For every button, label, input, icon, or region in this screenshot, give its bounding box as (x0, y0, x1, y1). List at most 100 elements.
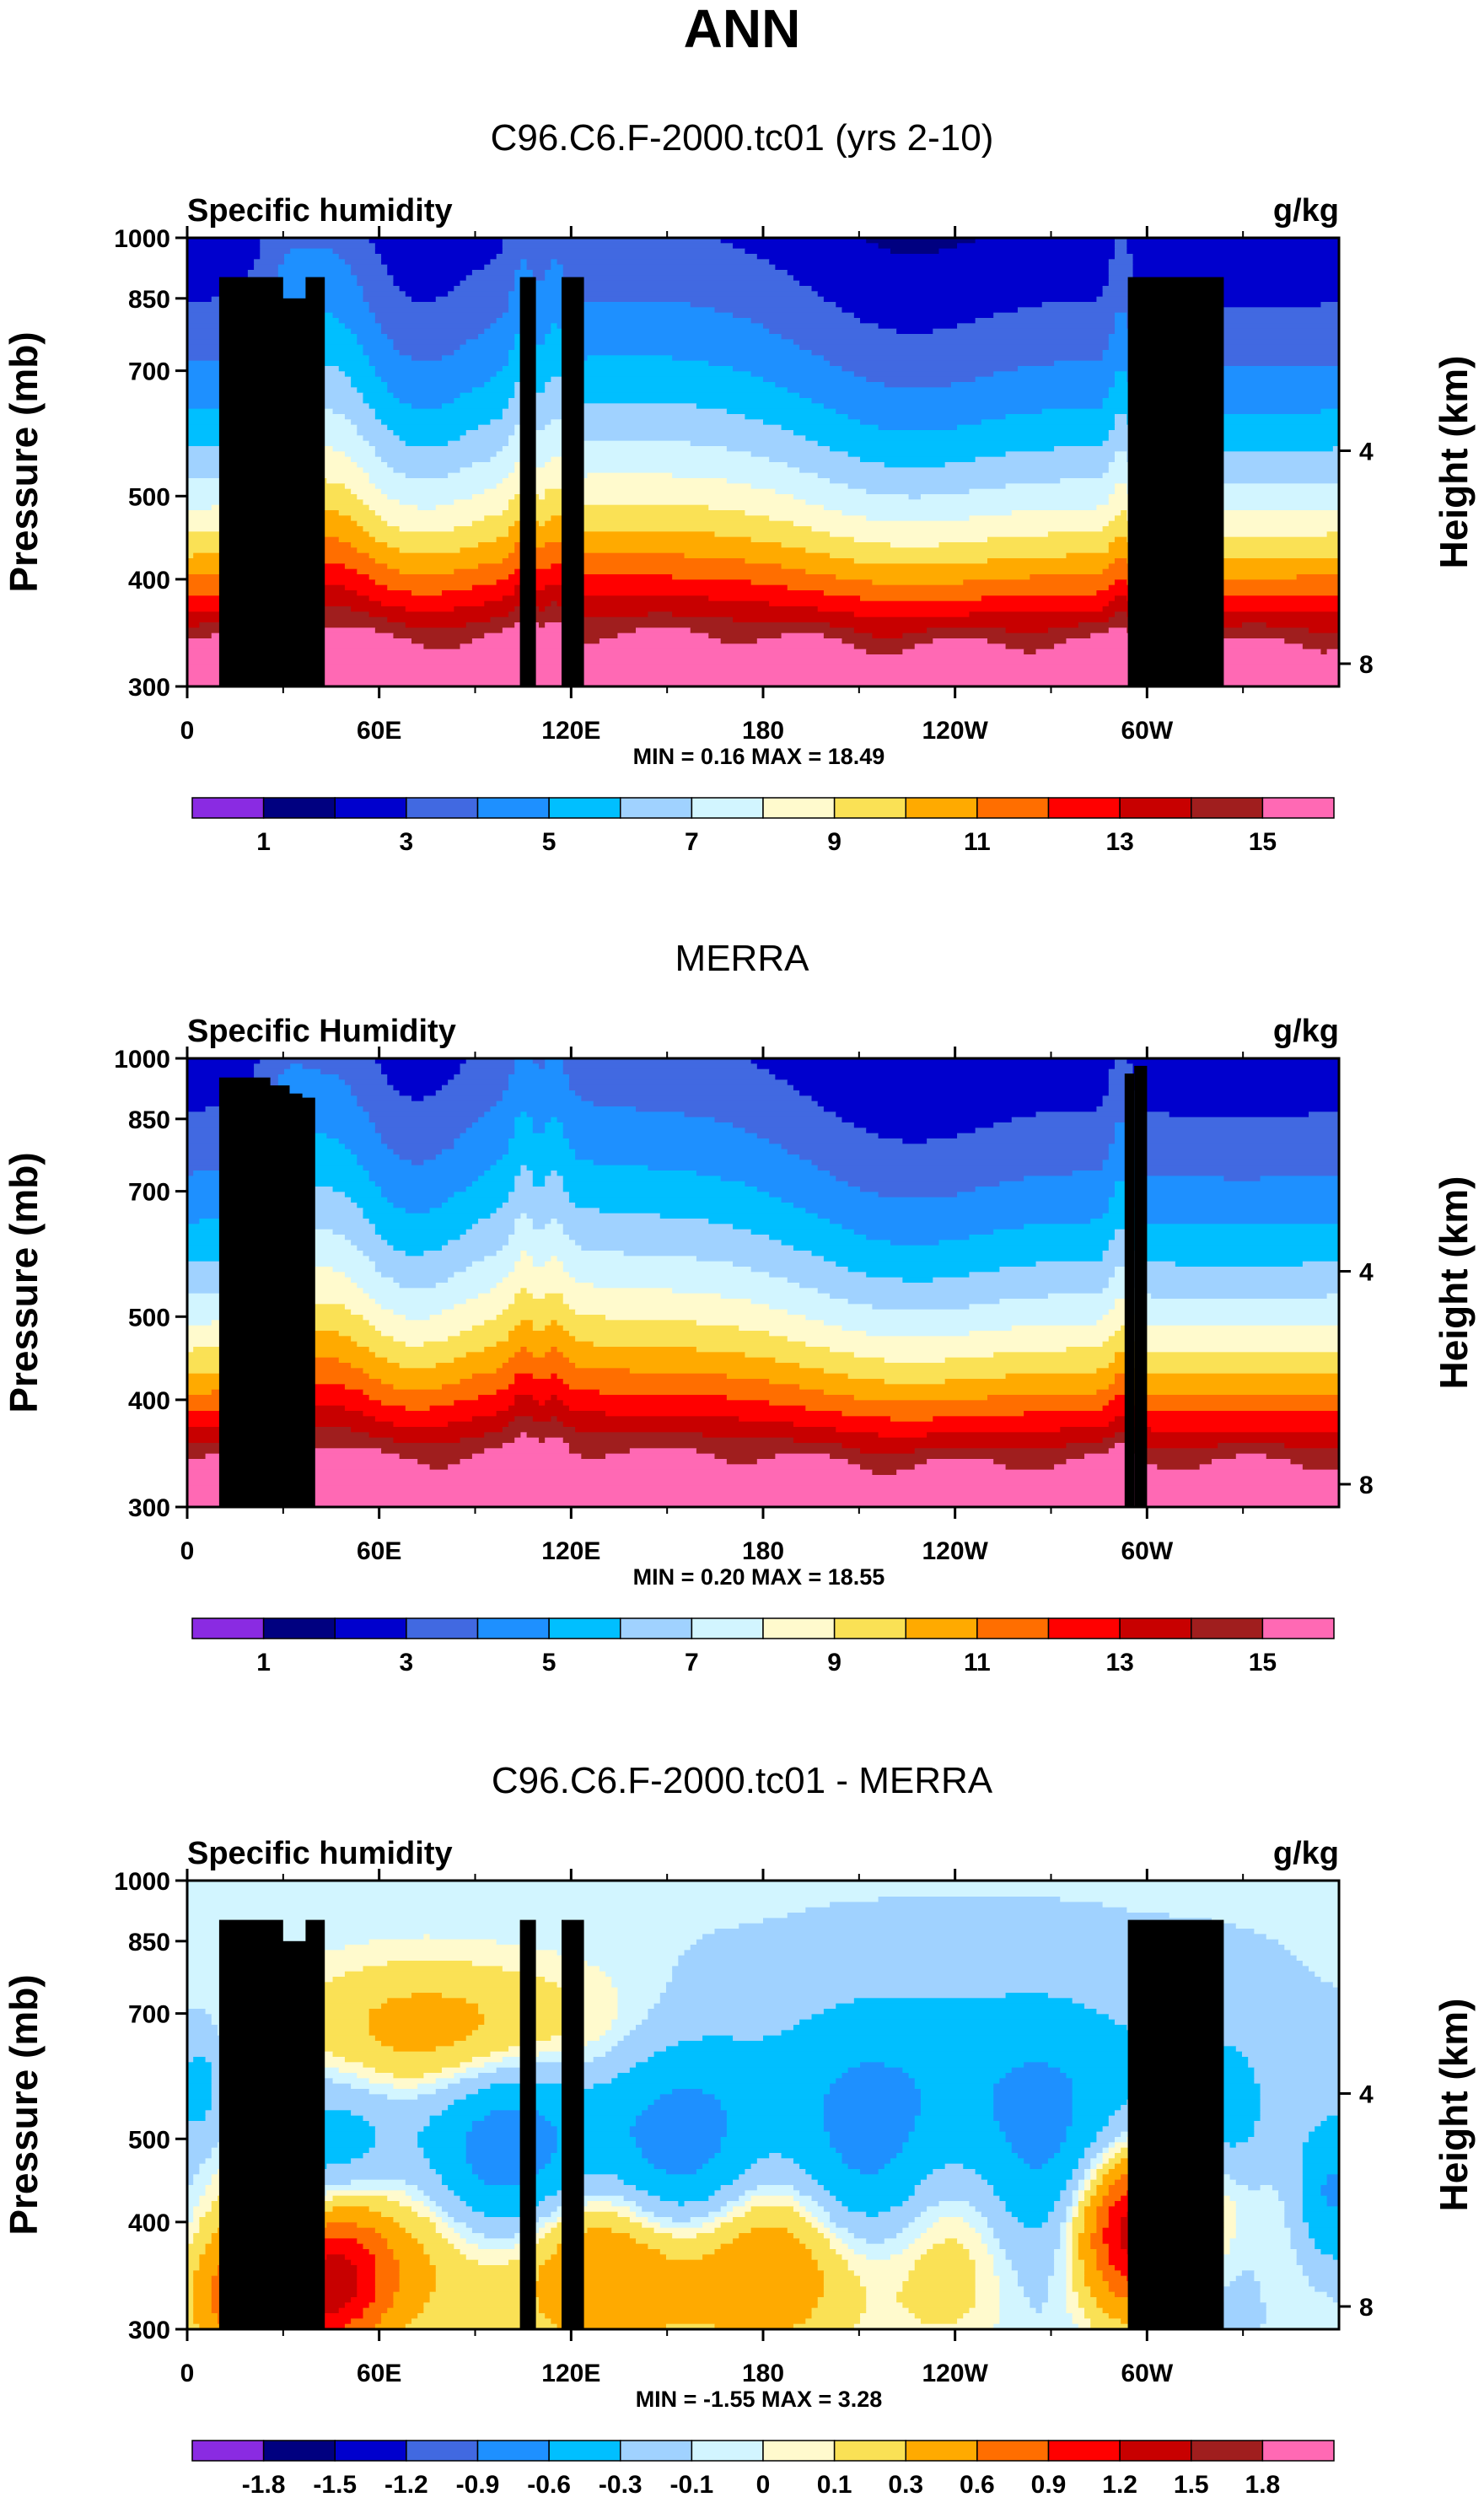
contour-cell (836, 1261, 1037, 1267)
contour-cell (441, 1203, 503, 1208)
contour-cell (957, 1192, 1116, 1198)
contour-cell (532, 1325, 546, 1332)
contour-cell (1229, 2142, 1237, 2149)
contour-cell (320, 1068, 382, 1075)
contour-cell (745, 2211, 800, 2218)
contour-cell (568, 1304, 770, 1311)
colorbar-swatch (548, 1617, 621, 1639)
contour-cell (187, 1074, 255, 1080)
contour-cell (938, 1240, 1110, 1246)
contour-cell (1126, 611, 1340, 618)
contour-cell (332, 2078, 370, 2085)
contour-cell (514, 1181, 534, 1187)
contour-cell (781, 563, 1110, 570)
contour-cell (187, 2206, 194, 2213)
contour-cell (617, 2041, 679, 2047)
variable-label: Specific humidity (187, 193, 453, 229)
contour-cell (878, 1133, 958, 1139)
contour-cell (545, 462, 564, 468)
contour-cell (902, 2227, 928, 2234)
contour-cell (1108, 499, 1140, 506)
contour-cell (277, 1074, 340, 1080)
colorbar-swatch (1119, 2440, 1192, 2462)
contour-cell (1108, 435, 1134, 442)
contour-cell (1187, 2115, 1261, 2122)
contour-cell (545, 1063, 564, 1070)
contour-cell (775, 1453, 831, 1460)
contour-cell (399, 1363, 437, 1369)
contour-cell (187, 1256, 224, 1262)
contour-cell (187, 398, 243, 404)
contour-cell (1096, 2217, 1110, 2223)
contour-cell (254, 1068, 285, 1075)
contour-cell (1284, 2211, 1304, 2218)
contour-cell (187, 1881, 1340, 1886)
contour-cell (1132, 1245, 1340, 1251)
contour-cell (532, 339, 546, 346)
contour-cell (448, 2105, 648, 2111)
contour-cell (187, 2137, 224, 2143)
contour-cell (368, 2009, 479, 2015)
contour-cell (575, 1363, 800, 1369)
contour-cell (556, 1982, 612, 1989)
contour-cell (605, 1315, 806, 1321)
contour-cell (368, 307, 509, 314)
contour-cell (363, 1106, 492, 1112)
contour-cell (1132, 270, 1340, 276)
contour-cell (720, 2099, 825, 2106)
contour-cell (357, 334, 388, 340)
contour-cell (187, 291, 230, 298)
contour-cell (866, 376, 976, 383)
contour-cell (393, 2083, 418, 2090)
contour-cell (454, 2243, 479, 2250)
contour-cell (1296, 1955, 1340, 1962)
y-tick-label: 300 (128, 1494, 170, 1522)
contour-cell (562, 1224, 734, 1230)
contour-cell (836, 1427, 1061, 1433)
colorbar: -1.8 -1.5 -1.2 -0.9 -0.6 -0.3 -0.1 0 0.1 0.3 0.6 0.… (191, 2440, 1335, 2499)
contour-cell (562, 456, 770, 463)
contour-cell (1108, 1240, 1134, 1246)
contour-cell (508, 360, 709, 367)
contour-cell (1060, 2195, 1073, 2202)
contour-cell (617, 2014, 648, 2021)
contour-cell (1114, 328, 1134, 335)
contour-cell (448, 1240, 509, 1246)
contour-cell (1114, 1181, 1127, 1187)
contour-cell (623, 1251, 813, 1257)
contour-cell (866, 2238, 885, 2245)
contour-cell (187, 2110, 207, 2117)
contour-cell (1114, 1128, 1127, 1134)
contour-cell (575, 2195, 625, 2202)
contour-cell (599, 1208, 806, 1214)
contour-cell (556, 2222, 643, 2229)
contour-cell (933, 1277, 1110, 1284)
contour-cell (708, 595, 861, 602)
contour-cell (545, 2222, 558, 2229)
contour-cell (1223, 2297, 1261, 2303)
contour-cell (1072, 2195, 1079, 2202)
contour-cell (581, 638, 600, 644)
contour-cell (187, 1106, 207, 1112)
contour-cell (1108, 2169, 1140, 2175)
contour-cell (187, 2238, 194, 2245)
contour-cell (520, 259, 528, 266)
contour-cell (556, 1347, 697, 1353)
contour-cell (1218, 2302, 1267, 2309)
contour-cell (1138, 280, 1340, 287)
contour-cell (866, 1128, 976, 1134)
contour-cell (830, 478, 1061, 484)
contour-cell (460, 1459, 728, 1465)
contour-cell (508, 1421, 564, 1428)
contour-cell (841, 1443, 1067, 1449)
contour-cell (1260, 1176, 1340, 1182)
contour-cell (199, 2195, 218, 2202)
contour-cell (187, 1283, 249, 1289)
contour-cell (1060, 478, 1146, 484)
contour-cell (368, 1111, 485, 1118)
contour-cell (957, 243, 1116, 250)
contour-cell (514, 1133, 564, 1139)
contour-cell (526, 1288, 673, 1294)
contour-cell (344, 1304, 382, 1311)
contour-cell (187, 2073, 212, 2079)
